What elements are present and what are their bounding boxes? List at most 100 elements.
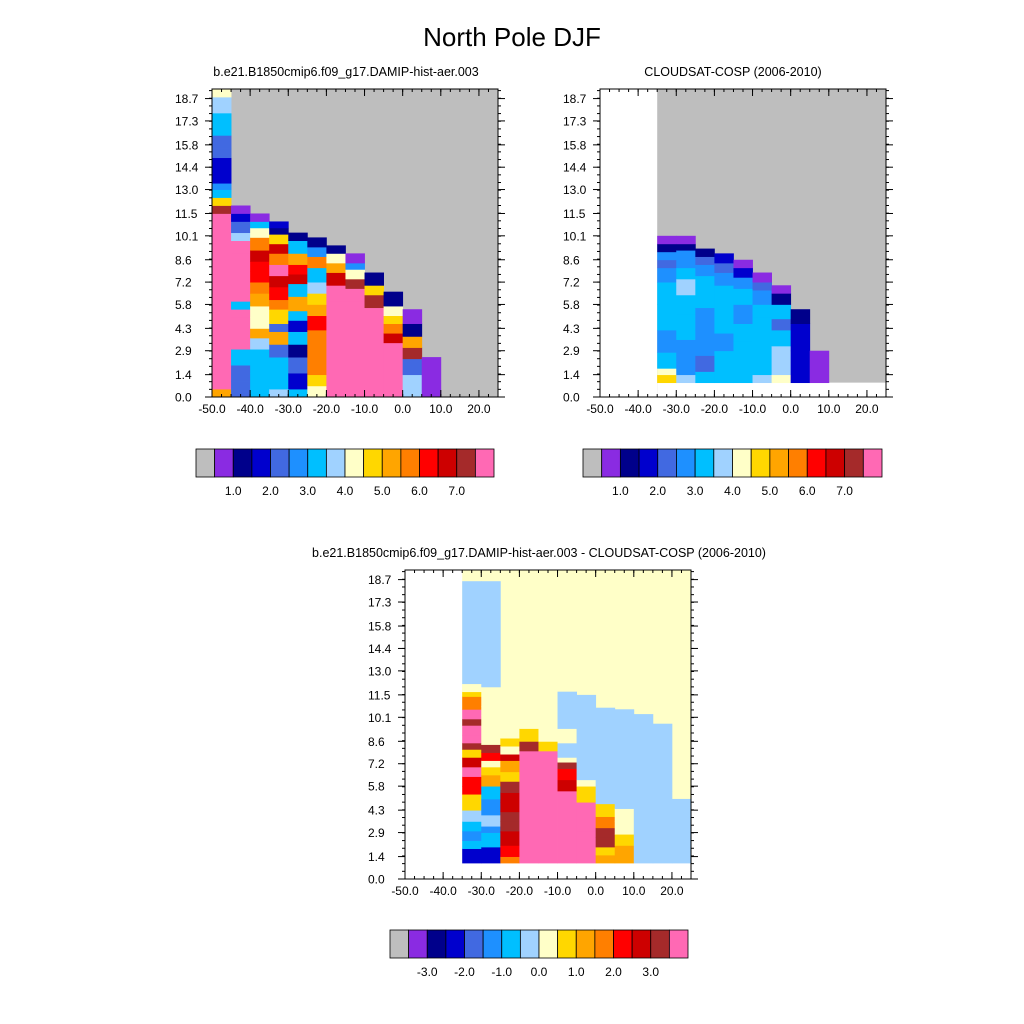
x-tick-label: -50.0 (198, 402, 226, 416)
heatmap-cell (462, 766, 482, 777)
heatmap-cell (595, 816, 616, 829)
x-tick-label: 10.0 (622, 884, 646, 898)
heatmap-cell (326, 272, 346, 286)
heatmap-cell (307, 293, 327, 305)
heatmap-cell (714, 350, 734, 384)
heatmap-cell (212, 205, 232, 214)
heatmap-cell (500, 856, 520, 864)
heatmap-cell (462, 848, 482, 864)
heatmap-cell (614, 834, 635, 846)
colorbar-label: 2.0 (649, 484, 666, 498)
heatmap-cell (212, 112, 232, 123)
heatmap-cell (652, 790, 673, 864)
x-tick-label: -50.0 (586, 402, 614, 416)
heatmap-cell (595, 827, 616, 838)
colorbar-swatch (426, 929, 447, 959)
y-tick-label: 4.3 (368, 804, 385, 818)
colorbar-swatch (601, 448, 621, 478)
heatmap-cell (231, 349, 251, 366)
heatmap-cell (250, 282, 270, 294)
y-tick-label: 18.7 (563, 92, 587, 106)
heatmap-cell (462, 794, 482, 811)
heatmap-cell (500, 830, 520, 846)
heatmap-cell (733, 288, 753, 305)
heatmap-cell (288, 274, 308, 285)
heatmap-cell (212, 168, 232, 184)
heatmap-cell (500, 792, 520, 803)
heatmap-cell (462, 810, 482, 822)
heatmap-cell (462, 696, 482, 710)
heatmap-cell (326, 253, 346, 264)
page-title: North Pole DJF (423, 22, 601, 52)
heatmap-cell (676, 235, 696, 245)
heatmap-cell (364, 307, 384, 334)
x-tick-label: -20.0 (313, 402, 341, 416)
y-tick-label: 11.5 (368, 688, 391, 702)
heatmap-cell (500, 754, 520, 761)
heatmap-cell (557, 790, 577, 864)
heatmap-cell (790, 323, 811, 352)
heatmap-cell (481, 846, 501, 864)
colorbar-swatch (195, 448, 216, 478)
heatmap-cell (250, 270, 270, 283)
heatmap-cell (250, 373, 270, 398)
heatmap-cell (250, 306, 270, 318)
x-tick-label: 0.0 (394, 402, 411, 416)
colorbar-swatch (400, 448, 420, 478)
heatmap-cell (212, 389, 232, 398)
heatmap-cell (250, 349, 270, 374)
x-tick-label: -10.0 (544, 884, 572, 898)
heatmap-cell (695, 371, 715, 384)
heatmap-cell (231, 333, 251, 350)
heatmap-cell (676, 314, 696, 340)
x-tick-label: 20.0 (660, 884, 684, 898)
y-tick-label: 15.8 (368, 620, 392, 634)
heatmap-cell (462, 776, 482, 787)
heatmap-cell (695, 329, 715, 356)
heatmap-cell (231, 205, 251, 214)
y-tick-label: 13.0 (175, 183, 199, 197)
heatmap-cell (269, 344, 289, 358)
heatmap-cell (269, 309, 289, 324)
heatmap-cell (614, 709, 635, 809)
y-tick-label: 8.6 (563, 253, 580, 267)
colorbar-label: 5.0 (762, 484, 779, 498)
colorbar-swatch (344, 448, 365, 478)
y-tick-label: 10.1 (175, 229, 199, 243)
heatmap-cell (269, 357, 289, 374)
heatmap-cell (250, 317, 270, 329)
colorbar-label: 2.0 (605, 965, 622, 979)
heatmap-cell (595, 846, 616, 856)
heatmap-cell (657, 235, 677, 245)
heatmap-cell (269, 299, 289, 310)
y-tick-label: 10.1 (563, 229, 587, 243)
heatmap-cell (364, 365, 384, 398)
heatmap-cell (307, 304, 327, 317)
heatmap-cell (538, 750, 558, 864)
colorbar-label: 6.0 (799, 484, 816, 498)
colorbar-label: 3.0 (642, 965, 659, 979)
heatmap-cell (752, 290, 772, 305)
colorbar-swatch (557, 929, 577, 959)
heatmap-cell (250, 250, 270, 262)
colorbar-label: 7.0 (836, 484, 853, 498)
x-tick-label: -10.0 (351, 402, 379, 416)
y-tick-label: 8.6 (175, 253, 192, 267)
colorbar-label: 7.0 (448, 484, 465, 498)
heatmap-cell (231, 285, 251, 302)
y-tick-label: 7.2 (563, 276, 580, 290)
colorbar-swatch (668, 929, 689, 959)
heatmap-cell (733, 304, 753, 324)
heatmap-cell (269, 253, 289, 265)
colorbar-label: 4.0 (724, 484, 741, 498)
heatmap-cell (231, 213, 251, 222)
heatmap-cell (557, 742, 577, 758)
y-tick-label: 17.3 (368, 596, 392, 610)
heatmap-cell (326, 245, 346, 254)
heatmap-cell (307, 256, 327, 269)
heatmap-cell (481, 715, 501, 728)
x-tick-label: -10.0 (739, 402, 767, 416)
heatmap-cell (676, 360, 696, 376)
x-tick-label: -30.0 (275, 402, 303, 416)
